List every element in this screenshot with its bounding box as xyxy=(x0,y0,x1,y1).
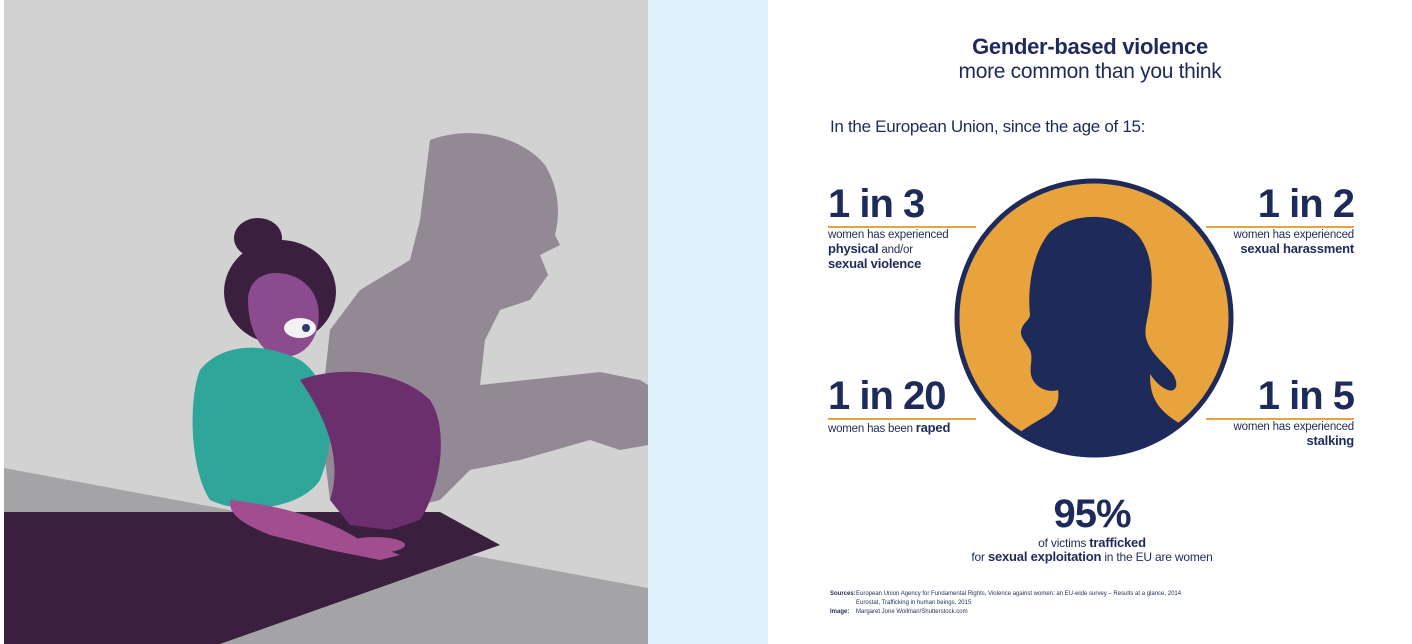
sources: Sources:European Union Agency for Fundam… xyxy=(830,590,1181,617)
woman-figure xyxy=(192,218,441,560)
trafficking-line-2: for sexual exploitation in the EU are wo… xyxy=(768,549,1412,565)
image-label: Image: xyxy=(830,609,850,615)
divider-strip xyxy=(648,0,768,644)
stat-desc-bold: sexual harassment xyxy=(1240,241,1354,256)
stat-desc-line: women has been xyxy=(828,423,916,435)
stat-desc-bold: stalking xyxy=(1306,433,1354,448)
stat-rule xyxy=(828,418,976,420)
stat-rule xyxy=(1206,418,1354,420)
trafficking-stat: 95% of victims trafficked for sexual exp… xyxy=(768,492,1412,564)
infographic-subtitle: more common than you think xyxy=(958,60,1222,83)
stat-desc: women has experienced stalking xyxy=(1206,421,1355,448)
stat-value: 1 in 20 xyxy=(828,374,947,418)
stat-desc-bold: sexual violence xyxy=(828,256,922,271)
stat-value: 1 in 3 xyxy=(828,182,925,226)
woman-silhouette-icon xyxy=(994,216,1216,453)
stat-desc: women has experienced sexual harassment xyxy=(1206,229,1355,256)
stat-value: 1 in 5 xyxy=(1257,374,1355,418)
trafficking-value: 95% xyxy=(1053,492,1131,536)
stat-desc-bold: raped xyxy=(915,420,951,435)
trafficking-line-1: of victims trafficked xyxy=(768,535,1412,551)
sources-line: European Union Agency for Fundamental Ri… xyxy=(856,591,1182,597)
stat-stalking: 1 in 5 women has experienced stalking xyxy=(1206,374,1355,448)
stat-desc-mid: and/or xyxy=(878,244,913,256)
sources-label: Sources: xyxy=(830,591,856,597)
stat-rule xyxy=(828,226,976,228)
stat-value: 1 in 2 xyxy=(1257,182,1355,226)
trafficking-text: for xyxy=(971,550,988,564)
stat-physical-violence: 1 in 3 women has experienced physical an… xyxy=(828,184,978,270)
stat-rule xyxy=(1206,226,1354,228)
infographic-title: Gender-based violence xyxy=(972,34,1208,59)
image-credit: Margaret Jone Wollman/Shutterstock.com xyxy=(856,609,968,615)
sources-line: Eurostat, Trafficking in human beings, 2… xyxy=(856,600,972,606)
stat-desc: women has experienced physical and/or se… xyxy=(828,229,978,270)
woman-silhouette-circle xyxy=(954,178,1234,458)
stat-desc-line: women has experienced xyxy=(1233,229,1355,241)
stat-desc-bold: physical xyxy=(828,241,879,256)
stat-desc-line: women has experienced xyxy=(828,229,949,241)
trafficking-text: of victims xyxy=(1038,536,1090,550)
trafficking-bold: trafficked xyxy=(1089,535,1146,550)
trafficking-bold: sexual exploitation xyxy=(987,549,1102,564)
stat-desc-line: women has experienced xyxy=(1233,421,1355,433)
stat-desc: women has been raped xyxy=(828,421,978,436)
intro-text: In the European Union, since the age of … xyxy=(830,117,1146,136)
stat-sexual-harassment: 1 in 2 women has experienced sexual hara… xyxy=(1206,182,1355,256)
infographic: Gender-based violence more common than y… xyxy=(768,0,1412,644)
illustration xyxy=(0,0,648,644)
trafficking-text: in the EU are women xyxy=(1101,550,1213,564)
left-border xyxy=(0,0,4,644)
stat-raped: 1 in 20 women has been raped xyxy=(828,376,978,436)
